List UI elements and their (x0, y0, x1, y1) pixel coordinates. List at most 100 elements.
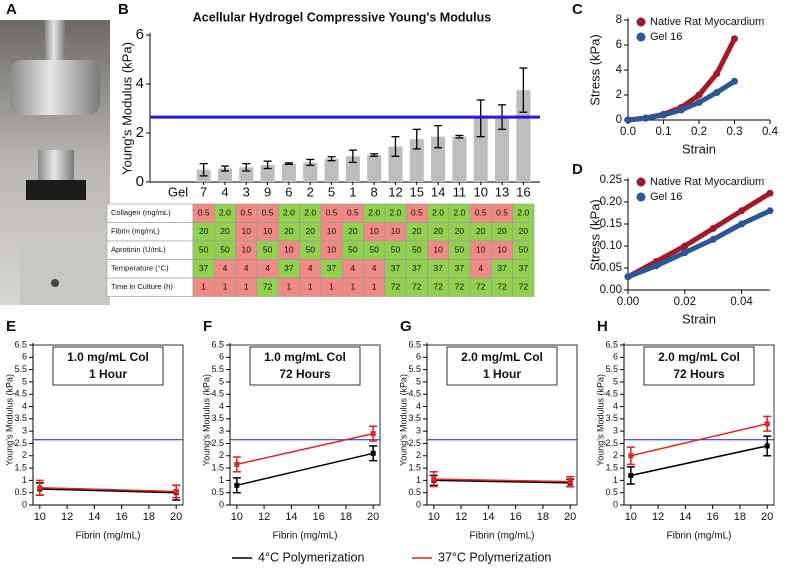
y-tick-label: 3.5 (211, 413, 224, 423)
y-tick-label: 4.5 (605, 389, 618, 399)
x-tick-label: 3 (243, 184, 250, 199)
y-axis-label: Young's Modulus (kPa) (201, 374, 211, 466)
x-tick-label: 14 (431, 184, 445, 199)
data-point (624, 273, 632, 281)
table-cell-text: 20 (455, 226, 465, 236)
x-tick-label: 9 (264, 184, 271, 199)
legend-label: Gel 16 (650, 191, 682, 203)
panel-label: H (597, 318, 608, 335)
error-bar (327, 156, 336, 162)
y-tick-label: 6 (613, 352, 618, 362)
y-tick-label: 3.5 (408, 413, 421, 423)
data-point (764, 421, 770, 427)
y-tick-label: 1 (416, 475, 421, 485)
y-tick-label: 6 (416, 352, 421, 362)
table-cell-text: 0.5 (411, 208, 423, 218)
table-cell-text: 37 (327, 263, 337, 273)
table-cell-text: 72 (476, 282, 486, 292)
table-cell-text: 1 (329, 282, 334, 292)
y-tick-label: 5.5 (14, 364, 27, 374)
error-bar (348, 149, 357, 164)
legend-label: 4°C Polymerization (258, 550, 364, 564)
x-tick-label: 20 (564, 511, 576, 523)
data-point (234, 461, 240, 467)
table-cell-text: 1 (287, 282, 292, 292)
legend-marker (636, 17, 646, 27)
legend-marker (636, 32, 646, 42)
table-cell-text: 50 (199, 245, 209, 255)
data-point (713, 70, 721, 78)
table-cell-text: 10 (242, 245, 252, 255)
data-point (173, 488, 179, 494)
table-cell-text: 72 (263, 282, 273, 292)
y-tick-label: 0.00 (600, 284, 622, 296)
series-line (236, 432, 374, 466)
error-bar (391, 136, 400, 157)
x-tick-label: 14 (679, 511, 691, 523)
y-tick-label: 0 (616, 114, 622, 126)
table-cell-text: 72 (412, 282, 422, 292)
x-tick-label: 1 (349, 184, 356, 199)
table-cell-text: 20 (220, 226, 230, 236)
table-cell-text: 10 (327, 226, 337, 236)
x-tick-label: 16 (516, 184, 530, 199)
error-bar (284, 162, 293, 166)
bar (452, 136, 467, 182)
bar (281, 163, 296, 182)
y-axis-label: Stress (kPa) (587, 199, 602, 271)
table-cell-text: 37 (497, 263, 507, 273)
table-cell-text: 37 (391, 263, 401, 273)
chart-title: 1.0 mg/mL Col (264, 350, 346, 364)
y-tick-label: 3.5 (605, 413, 618, 423)
y-tick-label: 4 (136, 75, 144, 92)
series-line (39, 487, 177, 493)
y-tick-label: 2.5 (211, 438, 224, 448)
x-tick-label: 15 (410, 184, 424, 199)
x-tick-label: 11 (453, 184, 467, 199)
y-tick-label: 3 (416, 426, 421, 436)
table-cell-text: 72 (455, 282, 465, 292)
photo-piston (38, 150, 74, 180)
data-point (695, 91, 703, 99)
table-cell-text: 37 (199, 263, 209, 273)
table-cell-text: 10 (242, 226, 252, 236)
data-point (370, 450, 376, 456)
table-cell-text: 20 (199, 226, 209, 236)
y-tick-label: 2 (136, 124, 144, 141)
panel-label: A (6, 1, 17, 18)
data-point (766, 189, 774, 197)
y-tick-label: 4 (616, 64, 623, 76)
table-cell-text: 10 (433, 245, 443, 255)
error-bar (199, 162, 208, 177)
x-tick-label: 4 (221, 184, 228, 199)
table-cell-text: 20 (476, 226, 486, 236)
data-point (764, 443, 770, 449)
table-cell-text: 10 (327, 245, 337, 255)
x-tick-label: 0.04 (730, 296, 753, 308)
x-axis-label: Strain (682, 311, 716, 326)
table-cell-text: 10 (263, 226, 273, 236)
title-box (52, 346, 164, 386)
series-line (433, 478, 571, 483)
series-line (236, 452, 374, 487)
y-tick-label: 1 (613, 475, 618, 485)
series-line (625, 208, 773, 280)
table-row-name: Time in Culture (h) (111, 282, 173, 291)
x-tick-label: 0.0 (620, 126, 636, 138)
y-tick-label: 4.5 (211, 389, 224, 399)
x-tick-label: 16 (707, 511, 719, 523)
series-line (39, 488, 177, 494)
error-bar (306, 158, 315, 166)
table-cell-text: 0.5 (198, 208, 210, 218)
x-tick-label: 18 (734, 511, 746, 523)
photo-screw (45, 20, 65, 65)
table-cell-text: 72 (433, 282, 443, 292)
series-line (625, 190, 773, 280)
y-tick-label: 6.5 (14, 339, 27, 349)
error-bar (519, 67, 528, 113)
x-tick-label: 20 (761, 511, 773, 523)
error-bar (242, 162, 251, 172)
x-axis-label: Strain (682, 141, 716, 156)
photo-base (20, 240, 110, 305)
